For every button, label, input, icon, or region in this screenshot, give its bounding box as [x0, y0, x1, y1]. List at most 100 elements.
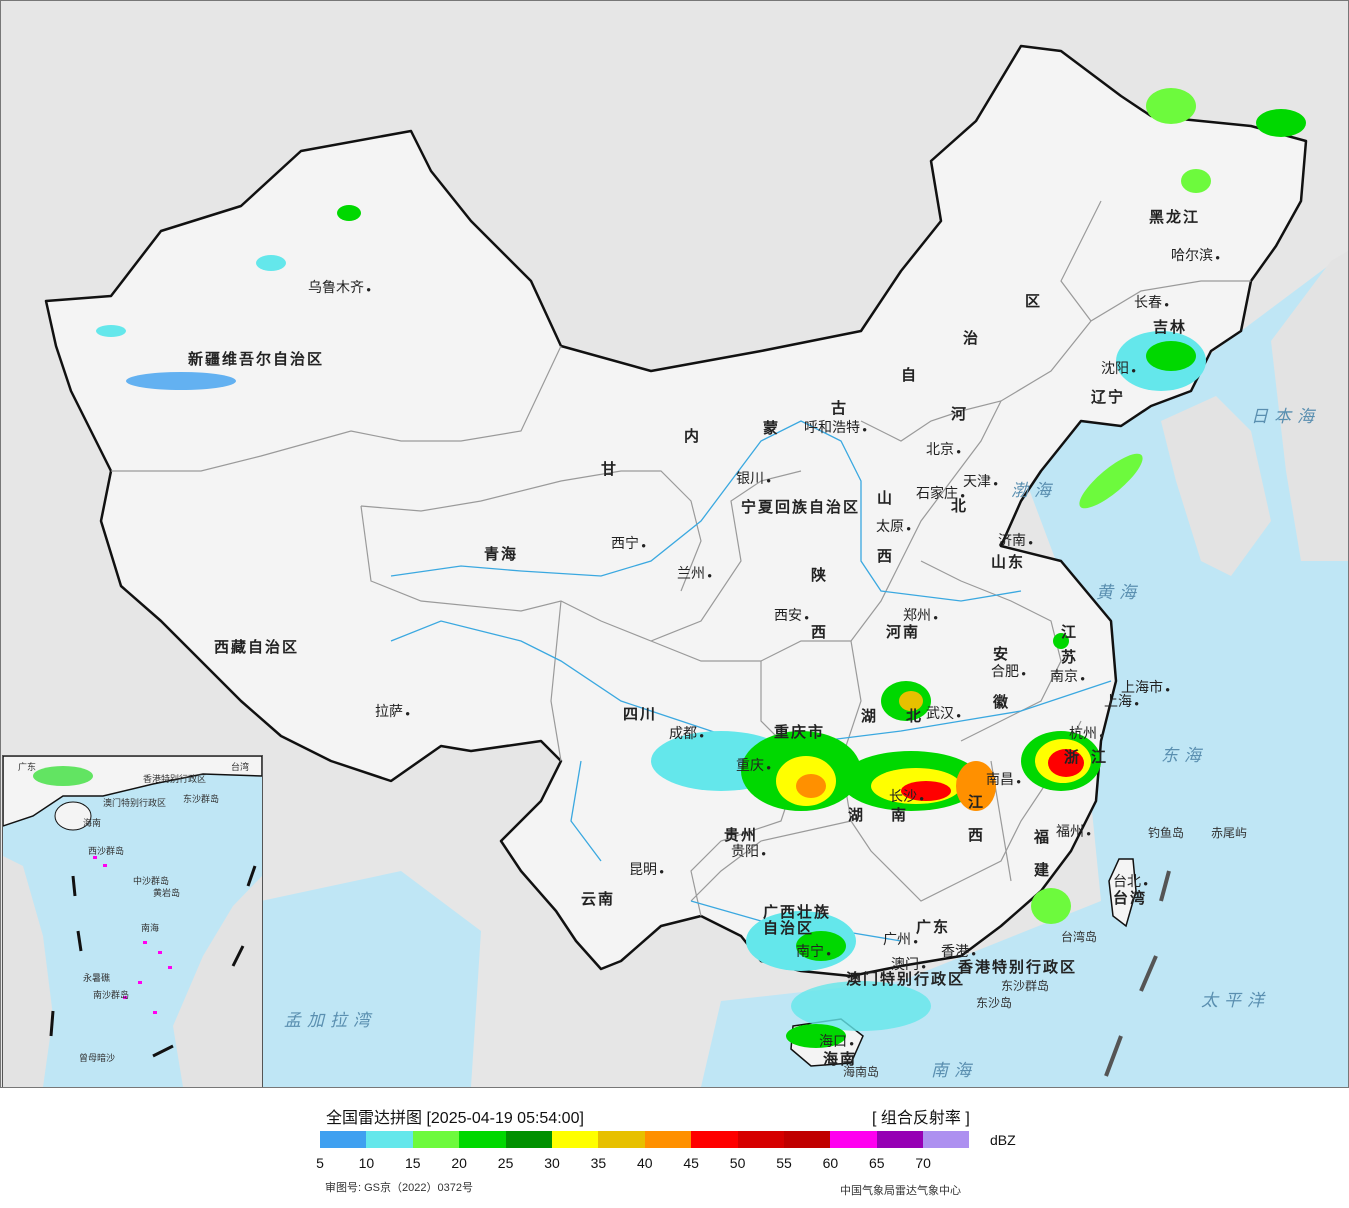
province-label: 北 — [951, 498, 969, 515]
island-label: 钓鱼岛 — [1148, 826, 1185, 840]
city-name: 上海 — [1104, 693, 1132, 709]
legend-unit: dBZ — [990, 1132, 1016, 1148]
legend-swatch — [876, 1131, 924, 1148]
inset-canvas — [3, 756, 262, 1087]
bay-of-bengal — [261, 871, 481, 1087]
city-label: 兰州 ● — [677, 563, 712, 583]
city-name: 长春 — [1134, 294, 1162, 310]
city-dot-icon: ● — [1213, 253, 1221, 262]
city-label: 海口 ● — [819, 1031, 854, 1051]
province-label: 宁夏回族自治区 — [741, 499, 861, 516]
city-label: 乌鲁木齐 ● — [308, 277, 371, 297]
city-dot-icon: ● — [824, 949, 832, 958]
radar-echoes — [96, 88, 1306, 1048]
city-dot-icon: ● — [1084, 829, 1092, 838]
city-dot-icon: ● — [1141, 879, 1149, 888]
province-label: 自治区 — [763, 920, 815, 937]
inset-label: 永暑礁 — [83, 973, 111, 983]
city-name: 昆明 — [629, 861, 657, 877]
province-label: 山 — [877, 490, 895, 507]
legend-tick: 25 — [497, 1155, 514, 1171]
island-label: 台湾岛 — [1061, 930, 1098, 944]
city-dot-icon: ● — [931, 613, 939, 622]
city-label: 上海 ● — [1104, 691, 1139, 711]
city-dot-icon: ● — [919, 962, 927, 971]
city-name: 北京 — [926, 441, 954, 457]
china-landmass — [44, 44, 1308, 978]
inset-label: 南沙群岛 — [93, 990, 130, 1000]
province-label: 海南 — [823, 1051, 858, 1068]
province-label: 蒙 — [763, 420, 781, 437]
city-name: 南京 — [1050, 668, 1078, 684]
city-label: 拉萨 ● — [375, 701, 410, 721]
city-name: 兰州 — [677, 565, 705, 581]
city-label: 西宁 ● — [611, 533, 646, 553]
city-name: 海口 — [819, 1033, 847, 1049]
city-label: 合肥 ● — [991, 661, 1026, 681]
inset-label: 曾母暗沙 — [79, 1053, 116, 1063]
province-label: 浙 — [1064, 749, 1082, 766]
city-label: 台北 ● — [1113, 871, 1148, 891]
legend-swatch — [320, 1131, 367, 1148]
island-label: 东沙岛 — [976, 996, 1013, 1010]
city-label: 长春 ● — [1134, 292, 1169, 312]
inset-label: 东沙群岛 — [183, 794, 220, 804]
city-label: 银川 ● — [736, 468, 771, 488]
city-label: 武汉 ● — [926, 703, 961, 723]
city-dot-icon: ● — [705, 571, 713, 580]
legend-swatch — [412, 1131, 460, 1148]
city-name: 太原 — [876, 518, 904, 534]
province-label: 吉林 — [1153, 319, 1188, 336]
province-label: 山东 — [991, 554, 1026, 571]
city-label: 杭州 ● — [1069, 723, 1104, 743]
city-name: 南宁 — [796, 943, 824, 959]
sea-label: 南海 — [931, 1061, 977, 1080]
city-label: 哈尔滨 ● — [1171, 245, 1220, 265]
legend: 全国雷达拼图 [2025-04-19 05:54:00] [ 组合反射率 ] d… — [0, 1088, 1349, 1208]
city-label: 南宁 ● — [796, 941, 831, 961]
city-label: 南京 ● — [1050, 666, 1085, 686]
province-label: 南 — [891, 807, 909, 824]
province-label: 西 — [877, 548, 895, 565]
legend-tick: 65 — [869, 1155, 885, 1171]
city-label: 郑州 ● — [903, 605, 938, 625]
city-dot-icon: ● — [1132, 699, 1140, 708]
province-label: 重庆市 — [774, 724, 826, 741]
city-name: 郑州 — [903, 607, 931, 623]
city-label: 呼和浩特 ● — [804, 417, 867, 437]
province-label: 古 — [831, 400, 849, 417]
city-name: 武汉 — [926, 705, 954, 721]
city-dot-icon: ● — [1129, 366, 1137, 375]
island-label: 东沙群岛 — [1001, 979, 1050, 993]
sea-label: 孟加拉湾 — [284, 1011, 376, 1030]
city-label: 澳门 ● — [891, 954, 926, 974]
data-source: 中国气象局雷达气象中心 — [840, 1185, 961, 1197]
city-name: 成都 — [669, 725, 697, 741]
city-name: 福州 — [1056, 823, 1084, 839]
city-label: 重庆 ● — [736, 755, 771, 775]
city-label: 贵阳 ● — [731, 841, 766, 861]
city-dot-icon: ● — [1019, 669, 1027, 678]
city-name: 济南 — [998, 532, 1026, 548]
province-label: 云南 — [581, 891, 616, 908]
legend-swatch — [644, 1131, 692, 1148]
city-dot-icon: ● — [958, 491, 966, 500]
province-label: 江 — [1061, 624, 1079, 641]
legend-tick: 70 — [915, 1155, 931, 1171]
city-dot-icon: ● — [403, 709, 411, 718]
legend-swatch — [459, 1131, 506, 1148]
city-dot-icon: ● — [954, 711, 962, 720]
province-label: 北 — [906, 708, 924, 725]
city-name: 西安 — [774, 607, 802, 623]
province-label: 区 — [1025, 293, 1043, 310]
special-region-label: 澳门特别行政区 — [846, 971, 966, 988]
city-dot-icon: ● — [847, 1039, 855, 1048]
province-label: 内 — [684, 428, 702, 445]
legend-swatch — [366, 1131, 413, 1148]
legend-colorbar — [320, 1131, 970, 1148]
island-label: 海南岛 — [843, 1065, 880, 1079]
city-dot-icon: ● — [917, 794, 925, 803]
inset-label: 中沙群岛 — [133, 876, 170, 886]
legend-swatch — [783, 1131, 831, 1148]
legend-product: [ 组合反射率 ] — [872, 1110, 970, 1127]
